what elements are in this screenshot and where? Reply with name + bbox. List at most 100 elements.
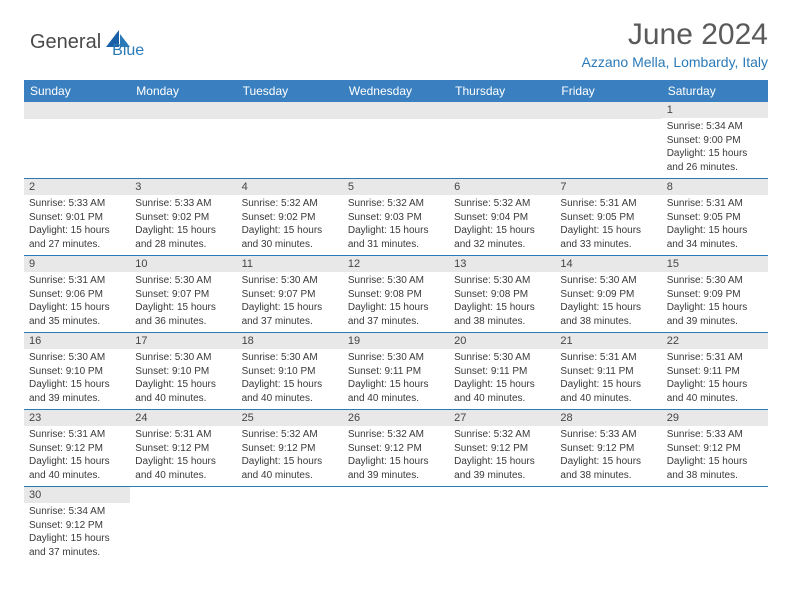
day-content: Sunrise: 5:30 AMSunset: 9:08 PMDaylight:… [449, 272, 555, 332]
empty-day-bar [130, 102, 236, 119]
day-number: 22 [662, 333, 768, 349]
day-number: 16 [24, 333, 130, 349]
day-content: Sunrise: 5:33 AMSunset: 9:02 PMDaylight:… [130, 195, 236, 255]
day-number: 2 [24, 179, 130, 195]
empty-day-bar [343, 102, 449, 119]
day-number: 30 [24, 487, 130, 503]
logo-text-blue: Blue [112, 42, 144, 60]
empty-day-bar [24, 102, 130, 119]
day-number: 5 [343, 179, 449, 195]
calendar-cell: 22Sunrise: 5:31 AMSunset: 9:11 PMDayligh… [662, 333, 768, 410]
calendar-cell: 10Sunrise: 5:30 AMSunset: 9:07 PMDayligh… [130, 256, 236, 333]
day-number: 11 [237, 256, 343, 272]
calendar-cell: 11Sunrise: 5:30 AMSunset: 9:07 PMDayligh… [237, 256, 343, 333]
day-content: Sunrise: 5:30 AMSunset: 9:09 PMDaylight:… [555, 272, 661, 332]
day-number: 3 [130, 179, 236, 195]
calendar-cell [449, 487, 555, 563]
day-number: 25 [237, 410, 343, 426]
day-number: 1 [662, 102, 768, 118]
day-content: Sunrise: 5:34 AMSunset: 9:12 PMDaylight:… [24, 503, 130, 563]
day-number: 15 [662, 256, 768, 272]
calendar-cell: 24Sunrise: 5:31 AMSunset: 9:12 PMDayligh… [130, 410, 236, 487]
day-content: Sunrise: 5:32 AMSunset: 9:04 PMDaylight:… [449, 195, 555, 255]
day-content: Sunrise: 5:30 AMSunset: 9:07 PMDaylight:… [130, 272, 236, 332]
day-content: Sunrise: 5:30 AMSunset: 9:11 PMDaylight:… [449, 349, 555, 409]
empty-day-bar [555, 102, 661, 119]
day-number: 26 [343, 410, 449, 426]
calendar-cell: 20Sunrise: 5:30 AMSunset: 9:11 PMDayligh… [449, 333, 555, 410]
day-content: Sunrise: 5:30 AMSunset: 9:09 PMDaylight:… [662, 272, 768, 332]
calendar-cell: 12Sunrise: 5:30 AMSunset: 9:08 PMDayligh… [343, 256, 449, 333]
day-content: Sunrise: 5:32 AMSunset: 9:02 PMDaylight:… [237, 195, 343, 255]
calendar-cell [555, 487, 661, 563]
calendar-cell [130, 487, 236, 563]
day-number: 10 [130, 256, 236, 272]
day-number: 18 [237, 333, 343, 349]
calendar-cell: 30Sunrise: 5:34 AMSunset: 9:12 PMDayligh… [24, 487, 130, 563]
day-content: Sunrise: 5:33 AMSunset: 9:12 PMDaylight:… [555, 426, 661, 486]
calendar-cell [343, 102, 449, 179]
calendar-cell: 3Sunrise: 5:33 AMSunset: 9:02 PMDaylight… [130, 179, 236, 256]
day-content: Sunrise: 5:32 AMSunset: 9:03 PMDaylight:… [343, 195, 449, 255]
day-content: Sunrise: 5:31 AMSunset: 9:11 PMDaylight:… [555, 349, 661, 409]
day-number: 24 [130, 410, 236, 426]
weekday-header: Wednesday [343, 80, 449, 102]
calendar-body: 1Sunrise: 5:34 AMSunset: 9:00 PMDaylight… [24, 102, 768, 563]
day-content: Sunrise: 5:31 AMSunset: 9:11 PMDaylight:… [662, 349, 768, 409]
month-title: June 2024 [582, 18, 769, 52]
day-content: Sunrise: 5:31 AMSunset: 9:05 PMDaylight:… [662, 195, 768, 255]
weekday-header: Saturday [662, 80, 768, 102]
calendar-cell: 21Sunrise: 5:31 AMSunset: 9:11 PMDayligh… [555, 333, 661, 410]
calendar-cell: 1Sunrise: 5:34 AMSunset: 9:00 PMDaylight… [662, 102, 768, 179]
day-content: Sunrise: 5:33 AMSunset: 9:12 PMDaylight:… [662, 426, 768, 486]
calendar-cell: 9Sunrise: 5:31 AMSunset: 9:06 PMDaylight… [24, 256, 130, 333]
day-content: Sunrise: 5:31 AMSunset: 9:12 PMDaylight:… [24, 426, 130, 486]
calendar-cell: 14Sunrise: 5:30 AMSunset: 9:09 PMDayligh… [555, 256, 661, 333]
calendar-cell [130, 102, 236, 179]
day-content: Sunrise: 5:34 AMSunset: 9:00 PMDaylight:… [662, 118, 768, 178]
day-number: 27 [449, 410, 555, 426]
day-number: 6 [449, 179, 555, 195]
day-number: 12 [343, 256, 449, 272]
calendar-cell: 8Sunrise: 5:31 AMSunset: 9:05 PMDaylight… [662, 179, 768, 256]
calendar-cell [237, 487, 343, 563]
day-content: Sunrise: 5:32 AMSunset: 9:12 PMDaylight:… [449, 426, 555, 486]
calendar-cell: 17Sunrise: 5:30 AMSunset: 9:10 PMDayligh… [130, 333, 236, 410]
day-content: Sunrise: 5:30 AMSunset: 9:11 PMDaylight:… [343, 349, 449, 409]
day-number: 9 [24, 256, 130, 272]
calendar-cell: 18Sunrise: 5:30 AMSunset: 9:10 PMDayligh… [237, 333, 343, 410]
calendar-cell: 25Sunrise: 5:32 AMSunset: 9:12 PMDayligh… [237, 410, 343, 487]
calendar-cell: 19Sunrise: 5:30 AMSunset: 9:11 PMDayligh… [343, 333, 449, 410]
day-content: Sunrise: 5:31 AMSunset: 9:12 PMDaylight:… [130, 426, 236, 486]
calendar-cell [237, 102, 343, 179]
calendar-cell: 27Sunrise: 5:32 AMSunset: 9:12 PMDayligh… [449, 410, 555, 487]
calendar-cell: 15Sunrise: 5:30 AMSunset: 9:09 PMDayligh… [662, 256, 768, 333]
day-number: 14 [555, 256, 661, 272]
day-number: 19 [343, 333, 449, 349]
day-number: 29 [662, 410, 768, 426]
calendar-cell: 16Sunrise: 5:30 AMSunset: 9:10 PMDayligh… [24, 333, 130, 410]
weekday-header: Tuesday [237, 80, 343, 102]
weekday-header: Thursday [449, 80, 555, 102]
calendar-cell: 6Sunrise: 5:32 AMSunset: 9:04 PMDaylight… [449, 179, 555, 256]
weekday-header: Sunday [24, 80, 130, 102]
calendar: SundayMondayTuesdayWednesdayThursdayFrid… [24, 80, 768, 563]
calendar-header-row: SundayMondayTuesdayWednesdayThursdayFrid… [24, 80, 768, 102]
day-content: Sunrise: 5:30 AMSunset: 9:07 PMDaylight:… [237, 272, 343, 332]
calendar-cell: 28Sunrise: 5:33 AMSunset: 9:12 PMDayligh… [555, 410, 661, 487]
logo-text-general: General [30, 31, 101, 54]
calendar-cell: 29Sunrise: 5:33 AMSunset: 9:12 PMDayligh… [662, 410, 768, 487]
calendar-cell [343, 487, 449, 563]
calendar-cell: 13Sunrise: 5:30 AMSunset: 9:08 PMDayligh… [449, 256, 555, 333]
day-number: 13 [449, 256, 555, 272]
day-number: 21 [555, 333, 661, 349]
day-number: 7 [555, 179, 661, 195]
calendar-cell: 26Sunrise: 5:32 AMSunset: 9:12 PMDayligh… [343, 410, 449, 487]
day-content: Sunrise: 5:33 AMSunset: 9:01 PMDaylight:… [24, 195, 130, 255]
calendar-cell [24, 102, 130, 179]
calendar-cell [662, 487, 768, 563]
calendar-cell: 4Sunrise: 5:32 AMSunset: 9:02 PMDaylight… [237, 179, 343, 256]
calendar-cell [449, 102, 555, 179]
day-content: Sunrise: 5:30 AMSunset: 9:10 PMDaylight:… [24, 349, 130, 409]
empty-day-bar [237, 102, 343, 119]
